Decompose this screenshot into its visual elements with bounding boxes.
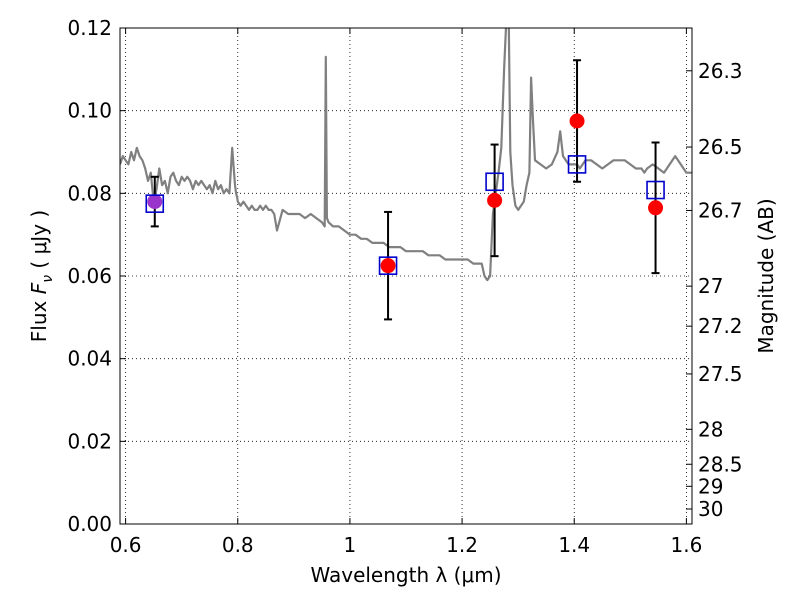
y2-tick-label: 29 (698, 474, 723, 498)
y2-tick-label: 27.2 (698, 314, 743, 338)
x-tick-label: 0.6 (110, 533, 142, 557)
y2-tick-label: 28.5 (698, 452, 743, 476)
observed-points (147, 113, 664, 274)
model-photometry-boxes (145, 155, 665, 275)
x-axis-ticks: 0.6 0.8 1 1.2 1.4 1.6 (110, 28, 702, 557)
x-tick-label: 1.6 (670, 533, 702, 557)
spectrum-line (120, 28, 692, 282)
model-point (145, 194, 165, 213)
observed-point (648, 200, 664, 216)
y2-tick-label: 27.5 (698, 362, 743, 386)
y-tick-label: 0.00 (67, 512, 112, 536)
y2-axis-label: Magnitude (AB) (754, 198, 778, 353)
x-tick-label: 1.2 (446, 533, 478, 557)
y-tick-label: 0.04 (67, 347, 112, 371)
x-axis-label: Wavelength λ (μm) (310, 563, 501, 587)
y2-tick-label: 27 (698, 274, 723, 298)
model-point (485, 172, 504, 192)
y-tick-label: 0.12 (67, 16, 112, 40)
y2-tick-label: 26.5 (698, 135, 743, 159)
y-axis-label: Flux Fν ( μJy ) (27, 210, 56, 342)
y-tick-label: 0.10 (67, 99, 112, 123)
model-point (378, 256, 398, 275)
x-tick-label: 1 (344, 533, 357, 557)
x-tick-label: 1.4 (558, 533, 590, 557)
y2-tick-label: 30 (698, 497, 723, 521)
y2-tick-label: 26.7 (698, 198, 743, 222)
observed-point (487, 192, 503, 208)
x-tick-label: 0.8 (222, 533, 254, 557)
observed-point (147, 194, 163, 210)
model-point (646, 180, 665, 200)
y-tick-label: 0.08 (67, 181, 112, 205)
y2-tick-label: 26.3 (698, 59, 743, 83)
model-point (567, 155, 587, 174)
y2-tick-label: 28 (698, 417, 723, 441)
observed-point (569, 113, 585, 129)
y-axis-ticks: 0.00 0.02 0.04 0.06 0.08 0.10 0.12 (67, 16, 126, 536)
model-spectrum (120, 28, 692, 282)
y-tick-label: 0.02 (67, 429, 112, 453)
observed-point (380, 258, 396, 274)
y-tick-label: 0.06 (67, 264, 112, 288)
